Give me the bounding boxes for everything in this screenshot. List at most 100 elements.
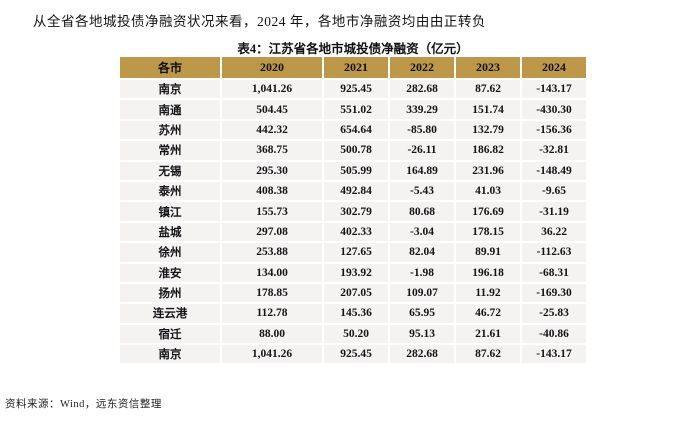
value-cell: -148.49 bbox=[522, 161, 586, 180]
value-cell: -143.17 bbox=[522, 345, 586, 364]
table-row: 镇江 155.73 302.79 80.68 176.69 -31.19 bbox=[120, 202, 586, 221]
value-cell: 492.84 bbox=[324, 181, 388, 201]
city-cell: 南京 bbox=[120, 345, 220, 364]
value-cell: 178.15 bbox=[456, 222, 520, 242]
city-cell: 南通 bbox=[120, 100, 220, 119]
value-cell: 50.20 bbox=[324, 324, 388, 344]
value-cell: 297.08 bbox=[222, 222, 322, 242]
value-cell: 551.02 bbox=[324, 100, 388, 119]
value-cell: -31.19 bbox=[522, 202, 586, 221]
table-row: 淮安 134.00 193.92 -1.98 196.18 -68.31 bbox=[120, 263, 586, 282]
value-cell: -26.11 bbox=[390, 141, 454, 160]
table-row: 宿迁 88.00 50.20 95.13 21.61 -40.86 bbox=[120, 324, 586, 344]
city-cell: 扬州 bbox=[120, 283, 220, 303]
value-cell: -32.81 bbox=[522, 141, 586, 160]
header-cell-year: 2020 bbox=[222, 57, 322, 78]
city-cell: 无锡 bbox=[120, 161, 220, 180]
value-cell: 654.64 bbox=[324, 120, 388, 140]
table-row: 南京 1,041.26 925.45 282.68 87.62 -143.17 bbox=[120, 80, 586, 99]
value-cell: 1,041.26 bbox=[222, 80, 322, 99]
value-cell: -3.04 bbox=[390, 222, 454, 242]
value-cell: 112.78 bbox=[222, 304, 322, 323]
city-cell: 盐城 bbox=[120, 222, 220, 242]
table-row: 南京 1,041.26 925.45 282.68 87.62 -143.17 bbox=[120, 345, 586, 364]
value-cell: 282.68 bbox=[390, 345, 454, 364]
value-cell: 88.00 bbox=[222, 324, 322, 344]
value-cell: -112.63 bbox=[522, 243, 586, 262]
city-cell: 淮安 bbox=[120, 263, 220, 282]
value-cell: 500.78 bbox=[324, 141, 388, 160]
value-cell: -1.98 bbox=[390, 263, 454, 282]
value-cell: -68.31 bbox=[522, 263, 586, 282]
value-cell: 132.79 bbox=[456, 120, 520, 140]
city-cell: 苏州 bbox=[120, 120, 220, 140]
value-cell: 21.61 bbox=[456, 324, 520, 344]
value-cell: 408.38 bbox=[222, 181, 322, 201]
table-row: 南通 504.45 551.02 339.29 151.74 -430.30 bbox=[120, 100, 586, 119]
value-cell: 151.74 bbox=[456, 100, 520, 119]
value-cell: 282.68 bbox=[390, 80, 454, 99]
value-cell: 145.36 bbox=[324, 304, 388, 323]
value-cell: 442.32 bbox=[222, 120, 322, 140]
value-cell: 127.65 bbox=[324, 243, 388, 262]
table-row: 泰州 408.38 492.84 -5.43 41.03 -9.65 bbox=[120, 181, 586, 201]
value-cell: 196.18 bbox=[456, 263, 520, 282]
value-cell: 164.89 bbox=[390, 161, 454, 180]
city-cell: 连云港 bbox=[120, 304, 220, 323]
city-cell: 常州 bbox=[120, 141, 220, 160]
value-cell: 134.00 bbox=[222, 263, 322, 282]
value-cell: 176.69 bbox=[456, 202, 520, 221]
value-cell: -5.43 bbox=[390, 181, 454, 201]
value-cell: -25.83 bbox=[522, 304, 586, 323]
value-cell: 109.07 bbox=[390, 283, 454, 303]
value-cell: 87.62 bbox=[456, 345, 520, 364]
value-cell: 1,041.26 bbox=[222, 345, 322, 364]
header-cell-year: 2023 bbox=[456, 57, 520, 78]
value-cell: 155.73 bbox=[222, 202, 322, 221]
value-cell: 186.82 bbox=[456, 141, 520, 160]
city-cell: 徐州 bbox=[120, 243, 220, 262]
value-cell: -156.36 bbox=[522, 120, 586, 140]
value-cell: 87.62 bbox=[456, 80, 520, 99]
header-cell-year: 2022 bbox=[390, 57, 454, 78]
value-cell: 41.03 bbox=[456, 181, 520, 201]
value-cell: 302.79 bbox=[324, 202, 388, 221]
header-cell-year: 2024 bbox=[522, 57, 586, 78]
city-cell: 泰州 bbox=[120, 181, 220, 201]
header-cell-city: 各市 bbox=[120, 57, 220, 78]
value-cell: -169.30 bbox=[522, 283, 586, 303]
value-cell: 368.75 bbox=[222, 141, 322, 160]
value-cell: 505.99 bbox=[324, 161, 388, 180]
table-title: 表4：江苏省各地市城投债净融资（亿元） bbox=[237, 42, 469, 56]
table-row: 苏州 442.32 654.64 -85.80 132.79 -156.36 bbox=[120, 120, 586, 140]
table-row: 无锡 295.30 505.99 164.89 231.96 -148.49 bbox=[120, 161, 586, 180]
net-financing-table: 各市 2020 2021 2022 2023 2024 南京 1,041.26 925.45 2… bbox=[118, 55, 588, 365]
value-cell: 46.72 bbox=[456, 304, 520, 323]
value-cell: 253.88 bbox=[222, 243, 322, 262]
value-cell: 925.45 bbox=[324, 345, 388, 364]
value-cell: 402.33 bbox=[324, 222, 388, 242]
value-cell: -40.86 bbox=[522, 324, 586, 344]
value-cell: -85.80 bbox=[390, 120, 454, 140]
table-row: 常州 368.75 500.78 -26.11 186.82 -32.81 bbox=[120, 141, 586, 160]
value-cell: 231.96 bbox=[456, 161, 520, 180]
city-cell: 南京 bbox=[120, 80, 220, 99]
value-cell: 295.30 bbox=[222, 161, 322, 180]
value-cell: 82.04 bbox=[390, 243, 454, 262]
value-cell: 925.45 bbox=[324, 80, 388, 99]
value-cell: -430.30 bbox=[522, 100, 586, 119]
value-cell: 207.05 bbox=[324, 283, 388, 303]
city-cell: 宿迁 bbox=[120, 324, 220, 344]
table-row: 连云港 112.78 145.36 65.95 46.72 -25.83 bbox=[120, 304, 586, 323]
value-cell: 339.29 bbox=[390, 100, 454, 119]
intro-paragraph: 从全省各地城投债净融资状况来看，2024 年，各地市净融资均由由正转负 bbox=[33, 14, 486, 29]
table-header: 各市 2020 2021 2022 2023 2024 bbox=[120, 57, 586, 78]
city-cell: 镇江 bbox=[120, 202, 220, 221]
table-row: 徐州 253.88 127.65 82.04 89.91 -112.63 bbox=[120, 243, 586, 262]
table-body: 南京 1,041.26 925.45 282.68 87.62 -143.17 南通 504.… bbox=[120, 80, 586, 364]
table-row: 扬州 178.85 207.05 109.07 11.92 -169.30 bbox=[120, 283, 586, 303]
value-cell: 11.92 bbox=[456, 283, 520, 303]
value-cell: 80.68 bbox=[390, 202, 454, 221]
value-cell: 95.13 bbox=[390, 324, 454, 344]
value-cell: 193.92 bbox=[324, 263, 388, 282]
